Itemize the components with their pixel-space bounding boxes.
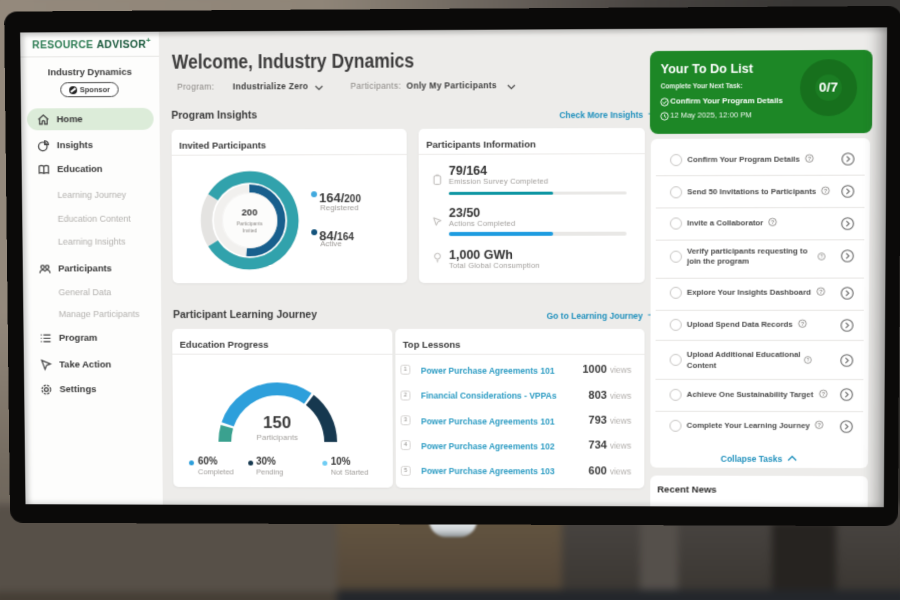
svg-text:?: ? [820,254,823,259]
svg-text:?: ? [808,156,811,162]
svg-text:?: ? [807,358,810,363]
svg-text:?: ? [771,220,774,226]
svg-text:Participants: Participants [237,221,263,227]
svg-text:?: ? [818,423,821,429]
svg-text:Invited: Invited [242,228,257,234]
svg-text:0/7: 0/7 [819,80,838,95]
svg-text:200: 200 [242,207,258,218]
svg-text:?: ? [801,322,804,328]
svg-text:?: ? [824,188,827,194]
svg-text:?: ? [819,290,822,296]
svg-text:?: ? [821,391,824,397]
